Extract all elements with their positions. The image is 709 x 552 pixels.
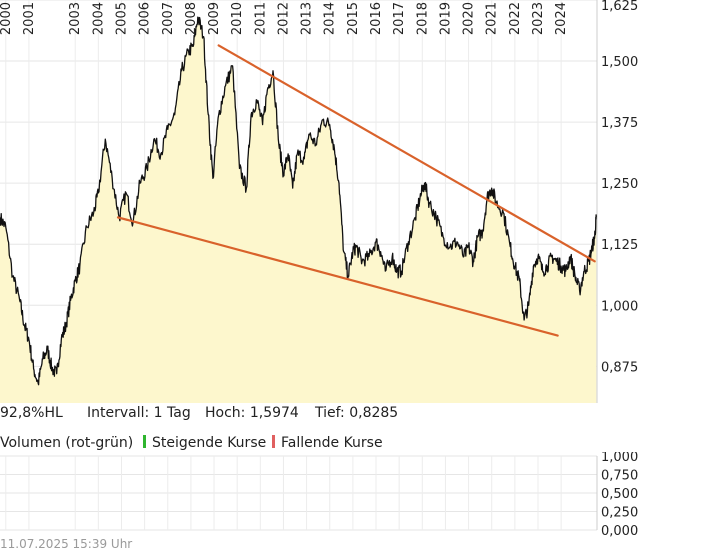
timestamp: 11.07.2025 15:39 Uhr	[0, 537, 133, 551]
x-tick-label: 2010	[230, 2, 245, 35]
x-tick-label: 2019	[438, 2, 453, 35]
volume-y-tick-label: 0,500	[601, 487, 638, 502]
volume-grid	[0, 455, 598, 531]
falling-swatch	[272, 435, 275, 448]
x-tick-label: 2016	[369, 2, 384, 35]
volume-y-tick-label: 0,750	[601, 469, 638, 484]
y-tick-label: 1,375	[601, 116, 638, 131]
range-label: 92,8%HL	[0, 405, 63, 421]
legend-rising-label: Steigende Kurse	[152, 435, 267, 451]
x-tick-label: 2001	[22, 2, 37, 35]
x-tick-label: 2018	[415, 2, 430, 35]
x-tick-label: 2020	[462, 2, 477, 35]
volume-y-tick-label: 1,000	[601, 452, 638, 465]
x-tick-label: 2011	[253, 2, 268, 35]
x-tick-label: 2015	[346, 2, 361, 35]
interval-label: Intervall: 1 Tag	[87, 405, 191, 421]
rising-swatch	[143, 435, 146, 448]
x-tick-label: 2008	[184, 2, 199, 35]
price-line	[0, 16, 597, 386]
low-label: Tief: 0,8285	[315, 405, 399, 421]
volume-chart: 0,000 0,250 0,500 0,750 1,000	[0, 452, 638, 537]
x-tick-label: 2000	[0, 2, 14, 35]
x-tick-label: 2009	[207, 2, 222, 35]
volume-legend: Volumen (rot-grün) Steigende Kurse Falle…	[0, 435, 600, 453]
volume-y-ticks: 0,000 0,250 0,500 0,750 1,000	[601, 452, 638, 537]
x-tick-label: 2012	[276, 2, 291, 35]
legend-rising: Steigende Kurse	[143, 435, 266, 451]
x-axis-ticks: 2000 2001 2003 2004 2005 2006 2007 2008 2009 2010…	[0, 2, 569, 35]
x-tick-label: 2003	[68, 2, 83, 35]
x-tick-label: 2022	[508, 2, 523, 35]
y-tick-label: 0,875	[601, 360, 638, 375]
high-label: Hoch: 1,5974	[205, 405, 299, 421]
x-tick-label: 2005	[114, 2, 129, 35]
x-tick-label: 2021	[485, 2, 500, 35]
volume-title: Volumen (rot-grün)	[0, 435, 134, 451]
y-tick-label: 1,250	[601, 177, 638, 192]
x-tick-label: 2024	[554, 2, 569, 35]
trendlines	[116, 44, 596, 337]
y-axis-ticks: 0,875 1,000 1,125 1,250 1,375 1,500 1,625	[601, 0, 638, 375]
price-chart: 2000 2001 2003 2004 2005 2006 2007 2008 2009 2010…	[0, 0, 638, 403]
y-tick-label: 1,000	[601, 299, 638, 314]
legend-falling: Fallende Kurse	[272, 435, 383, 451]
x-tick-label: 2004	[91, 2, 106, 35]
volume-y-tick-label: 0,250	[601, 506, 638, 521]
x-tick-label: 2006	[138, 2, 153, 35]
info-row: 92,8%HL Intervall: 1 Tag Hoch: 1,5974 Ti…	[0, 405, 600, 425]
legend-falling-label: Fallende Kurse	[281, 435, 383, 451]
upper-trendline	[217, 44, 596, 263]
volume-y-tick-label: 0,000	[601, 524, 638, 537]
x-tick-label: 2023	[531, 2, 546, 35]
y-tick-label: 1,125	[601, 238, 638, 253]
x-tick-label: 2007	[161, 2, 176, 35]
y-tick-label: 1,500	[601, 55, 638, 70]
x-tick-label: 2014	[323, 2, 338, 35]
x-tick-label: 2013	[300, 2, 315, 35]
lower-trendline	[116, 216, 559, 337]
y-tick-label: 1,625	[601, 0, 638, 14]
x-tick-label: 2017	[392, 2, 407, 35]
